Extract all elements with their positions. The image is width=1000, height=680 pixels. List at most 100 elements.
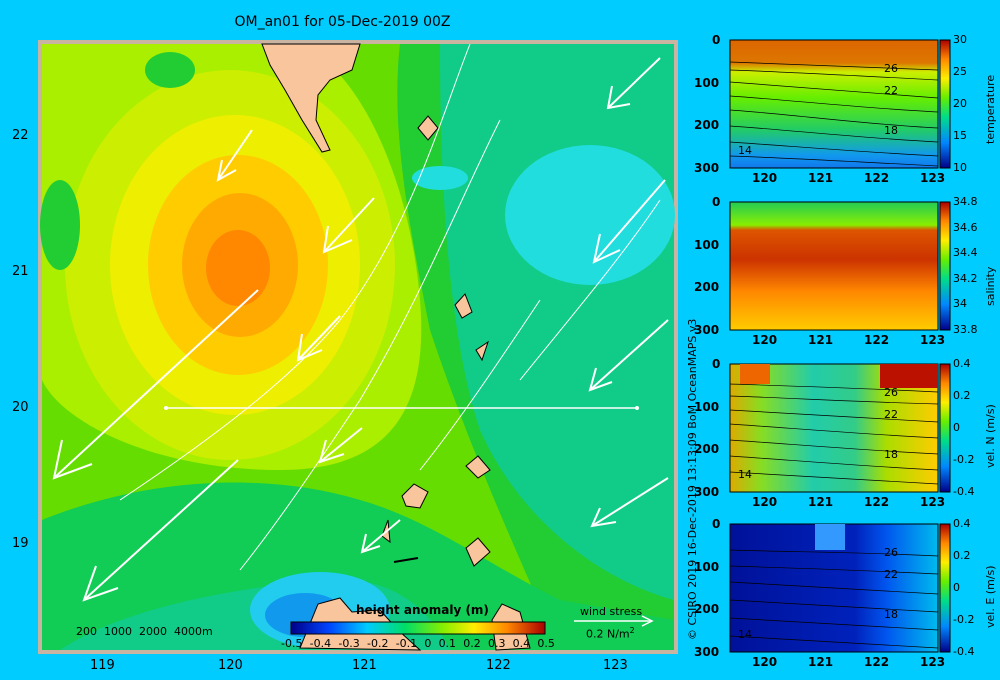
colorbar-tick: 34.8	[953, 195, 978, 208]
contour-label: 26	[884, 386, 898, 399]
land-taiwan	[261, 43, 361, 153]
panel-label: salinity	[984, 266, 997, 306]
depth-tick: 300	[694, 323, 720, 337]
field-cyan-small	[412, 166, 468, 190]
colorbar-tick: 10	[953, 161, 967, 174]
depth-tick: 0	[712, 517, 721, 531]
depth-tick: 0	[712, 195, 721, 209]
field-patch-w	[40, 180, 80, 270]
colorbar-tick: 0.2	[953, 549, 971, 562]
panel-temperature-contours	[729, 61, 939, 167]
wind-legend-value: 0.2 N/m2	[586, 626, 635, 641]
wind-arrows	[52, 57, 669, 602]
panel-temperature-colorbar	[939, 39, 951, 169]
colorbar-tick: 0.4	[953, 517, 971, 530]
colorbar-ticks: -0.5 -0.4 -0.3 -0.2 -0.1 0 0.1 0.2 0.3 0.4 0.5	[281, 637, 555, 650]
contour-label: 14	[738, 468, 752, 481]
bathymetry-legend: 200 1000 2000 4000m	[76, 625, 213, 638]
panel-veln-west-jet	[740, 364, 770, 384]
lat-tick-22: 22	[12, 128, 29, 143]
land-island-7	[465, 537, 491, 567]
contour-label: 14	[738, 144, 752, 157]
colorbar-height-anomaly	[290, 621, 546, 635]
colorbar-tick: 34.4	[953, 246, 978, 260]
colorbar-tick: -0.2	[953, 613, 975, 626]
panel-label: vel. N (m/s)	[984, 404, 997, 468]
contour-label: 22	[884, 84, 898, 97]
lon-tick-122: 122	[486, 658, 511, 673]
section-lon-tick: 121	[808, 171, 834, 185]
section-lon-tick: 120	[752, 171, 778, 185]
land-island-3	[475, 340, 489, 362]
colorbar-tick: 34.2	[953, 271, 978, 285]
depth-tick: 100	[694, 75, 720, 90]
lat-tick-21: 21	[12, 264, 29, 279]
colorbar-tick: 15	[953, 129, 967, 142]
section-end	[635, 406, 639, 410]
section-lon-tick: 122	[864, 333, 890, 347]
field-patch-nw	[145, 52, 195, 88]
depth-tick: 0	[712, 33, 721, 47]
depth-tick: 300	[694, 161, 720, 175]
section-lon-tick: 123	[920, 333, 946, 347]
section-lon-tick: 121	[808, 333, 834, 347]
land-island-5	[401, 483, 429, 509]
section-lon-tick: 122	[864, 171, 890, 185]
panel-vele-colorbar	[939, 523, 951, 653]
colorbar-tick: 0	[953, 581, 960, 594]
contour-label: 18	[884, 448, 898, 461]
lat-tick-20: 20	[12, 400, 29, 415]
contour-label: 14	[738, 628, 752, 641]
depth-tick: 200	[694, 442, 720, 457]
depth-tick: 300	[694, 645, 720, 659]
panel-label: vel. E (m/s)	[984, 565, 997, 628]
panel-salinity-field	[729, 201, 939, 331]
lon-tick-119: 119	[90, 658, 115, 673]
panel-veln-colorbar	[939, 363, 951, 493]
land-island-2	[454, 293, 473, 319]
lat-tick-19: 19	[12, 536, 29, 551]
depth-tick: 100	[694, 559, 720, 574]
section-lon-tick: 120	[752, 495, 778, 509]
panel-label: temperature	[984, 74, 997, 144]
depth-tick: 0	[712, 357, 721, 371]
section-lon-tick: 123	[920, 495, 946, 509]
colorbar-tick: 0	[953, 421, 960, 434]
section-start	[164, 406, 168, 410]
field-high-core	[206, 230, 270, 306]
colorbar-tick: -0.4	[953, 645, 975, 658]
wind-legend-title: wind stress	[580, 605, 643, 618]
colorbar-tick: 0.4	[953, 357, 971, 370]
depth-tick: 100	[694, 399, 720, 414]
colorbar-tick: 33.8	[953, 323, 978, 336]
wind-streamlines	[119, 43, 661, 571]
depth-tick: 100	[694, 237, 720, 252]
contour-label: 18	[884, 608, 898, 621]
colorbar-tick: 25	[953, 65, 967, 78]
panel-veln-contours	[729, 383, 939, 485]
lon-tick-120: 120	[218, 658, 243, 673]
colorbar-tick: 30	[953, 33, 967, 46]
land-island-1	[417, 115, 439, 141]
lon-tick-123: 123	[603, 658, 628, 673]
section-lon-tick: 120	[752, 655, 778, 669]
panel-vele-patch	[815, 524, 845, 550]
colorbar-tick: 20	[953, 97, 967, 110]
colorbar-tick: 34.6	[953, 220, 978, 234]
section-lon-tick: 121	[808, 495, 834, 509]
contour-label: 26	[884, 546, 898, 559]
section-lon-tick: 123	[920, 655, 946, 669]
contour-label: 26	[884, 62, 898, 75]
depth-tick: 200	[694, 602, 720, 617]
lon-tick-121: 121	[352, 658, 377, 673]
panel-salinity-colorbar	[939, 201, 951, 331]
section-lon-tick: 120	[752, 333, 778, 347]
section-lon-tick: 122	[864, 495, 890, 509]
contour-label: 18	[884, 124, 898, 137]
contour-label: 22	[884, 568, 898, 581]
field-east-cyan	[505, 145, 675, 285]
depth-tick: 200	[694, 118, 720, 133]
section-lon-tick: 123	[920, 171, 946, 185]
panel-temperature-field	[729, 39, 939, 169]
contour-label: 22	[884, 408, 898, 421]
